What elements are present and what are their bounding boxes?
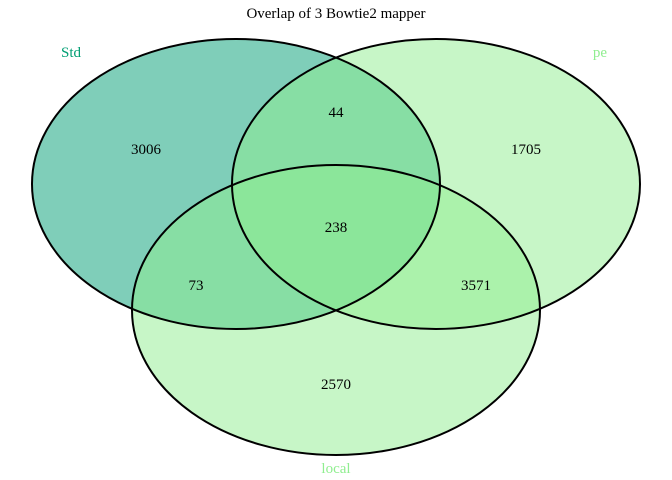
count-all-three: 238 [325, 220, 348, 236]
set-std-outline [31, 38, 441, 330]
set-label-pe: pe [593, 45, 608, 61]
set-pe-outline [231, 38, 641, 330]
set-label-local: local [321, 461, 350, 477]
count-std-local: 73 [189, 278, 204, 294]
set-label-std: Std [61, 45, 82, 61]
set-labels: Std pe local [61, 45, 607, 477]
diagram-title: Overlap of 3 Bowtie2 mapper [246, 6, 425, 22]
region-counts: 3006 1705 2570 44 73 3571 238 [131, 105, 541, 393]
count-pe-local: 3571 [461, 278, 491, 294]
count-std-only: 3006 [131, 142, 162, 158]
count-pe-only: 1705 [511, 142, 541, 158]
set-local-outline [131, 164, 541, 456]
set-outlines [31, 38, 641, 456]
count-std-pe: 44 [329, 105, 345, 121]
count-local-only: 2570 [321, 377, 351, 393]
